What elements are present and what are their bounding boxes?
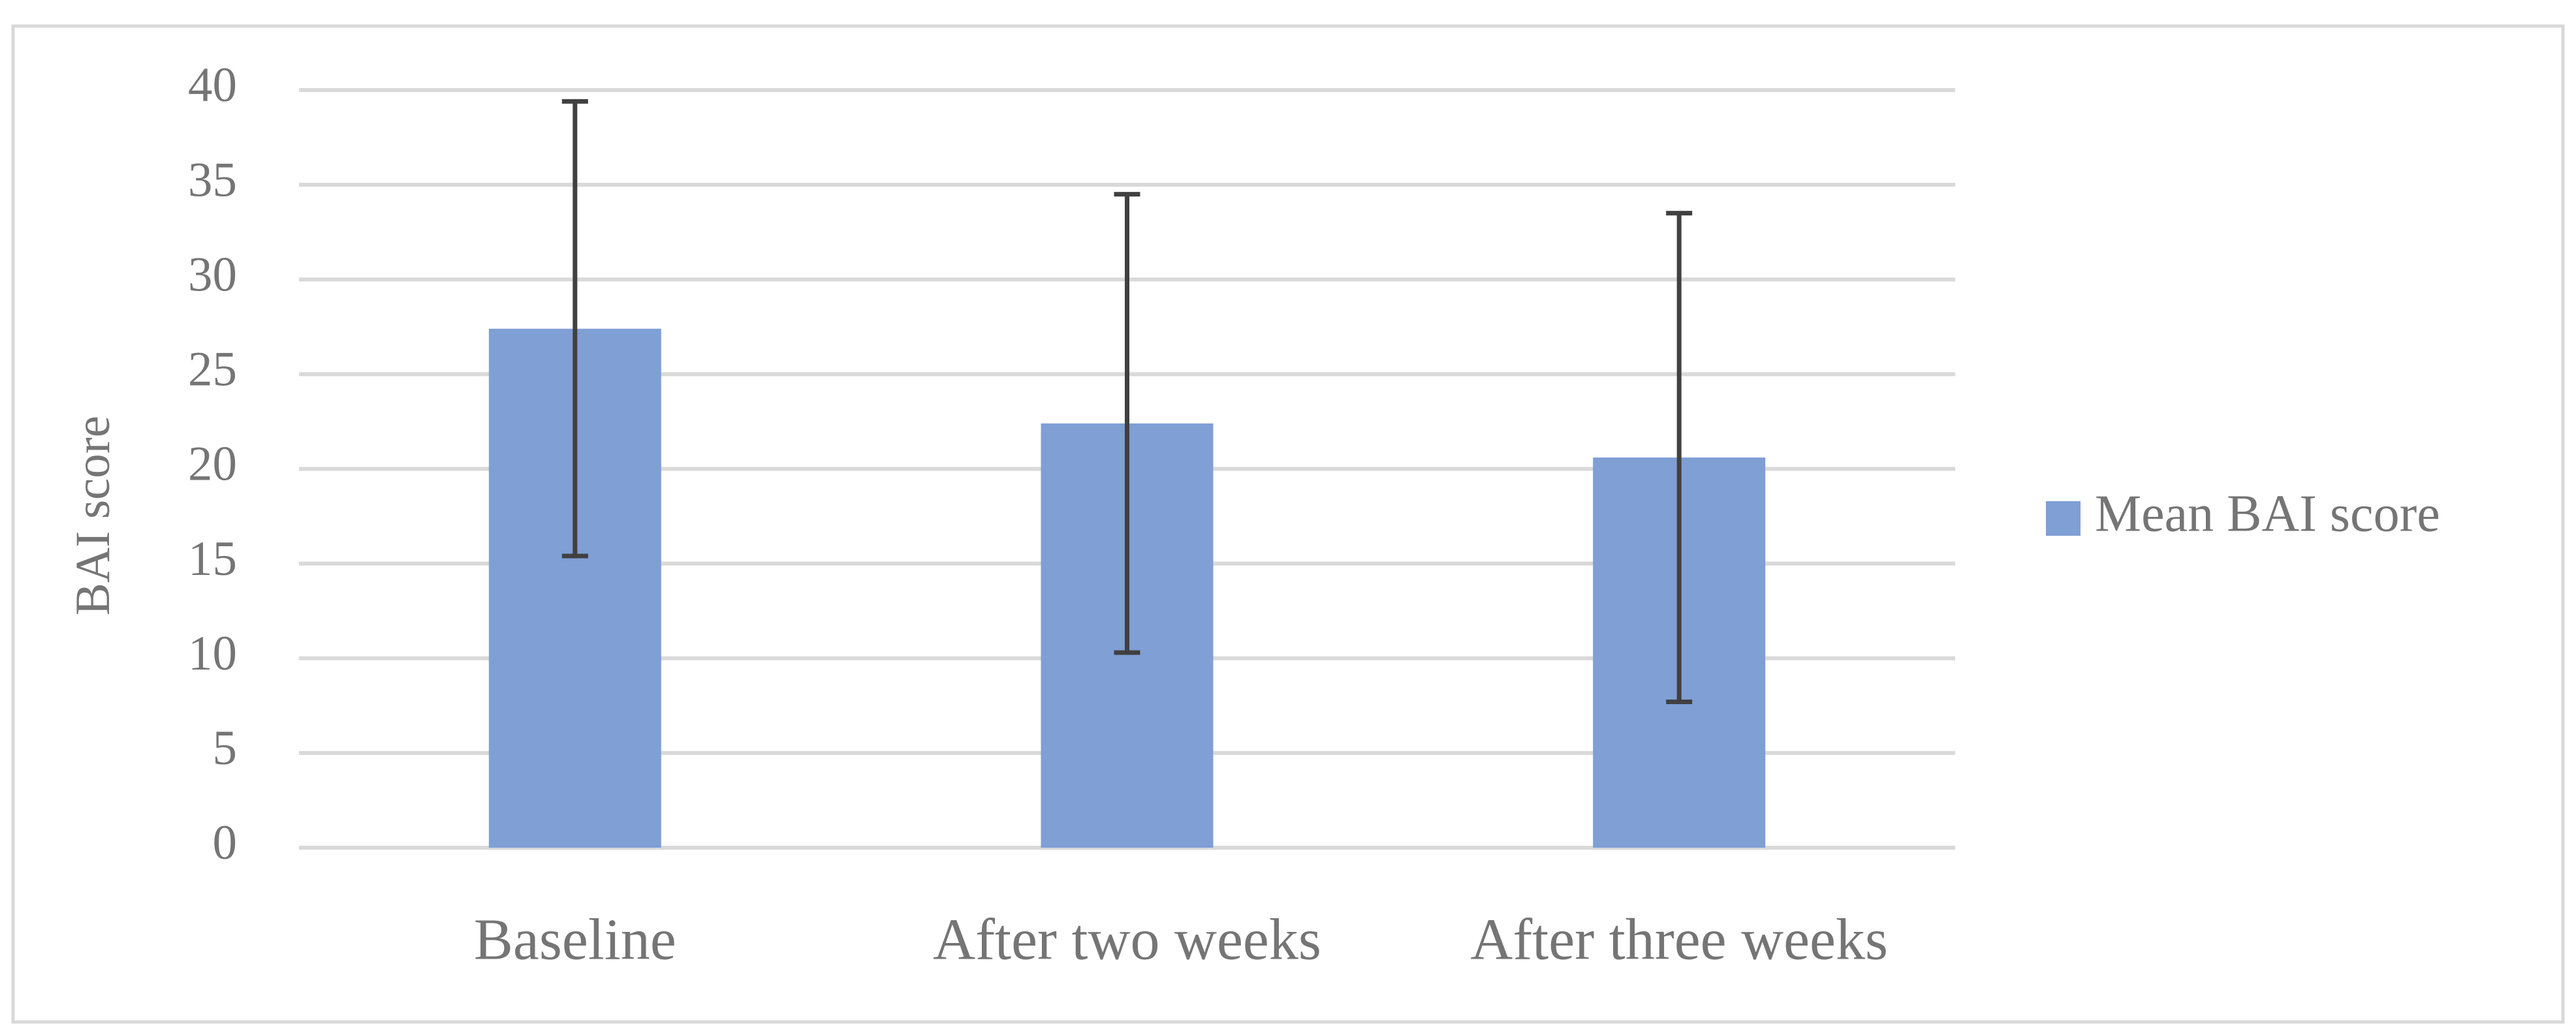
y-tick-label: 40: [188, 58, 237, 112]
y-tick-label: 5: [213, 721, 238, 775]
y-tick-label: 15: [188, 532, 237, 586]
legend-label: Mean BAI score: [2095, 485, 2440, 542]
y-axis-title: BAI score: [66, 416, 120, 615]
y-tick-label: 30: [188, 247, 237, 301]
y-tick-label: 0: [213, 816, 238, 870]
y-tick-label: 25: [188, 343, 237, 397]
y-tick-label: 20: [188, 437, 237, 491]
x-tick-label: After two weeks: [933, 908, 1321, 972]
y-tick-label: 35: [188, 153, 237, 207]
x-tick-label: After three weeks: [1470, 908, 1888, 972]
y-tick-label: 10: [188, 626, 237, 681]
x-tick-label: Baseline: [474, 908, 676, 972]
legend-swatch: [2046, 501, 2081, 536]
chart-border: [11, 24, 2565, 1024]
